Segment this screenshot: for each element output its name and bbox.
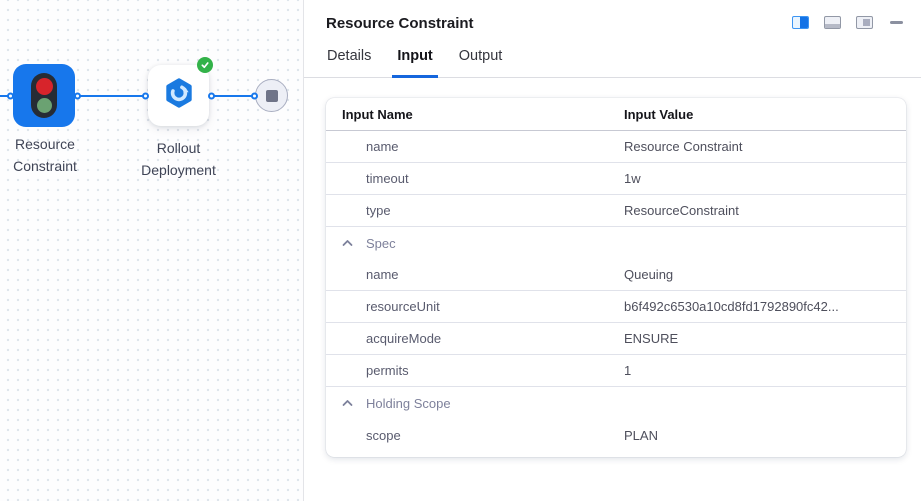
edge-incoming xyxy=(0,95,11,97)
green-lamp xyxy=(36,98,52,113)
panel-title: Resource Constraint xyxy=(326,15,474,32)
input-table-header: Input Name Input Value xyxy=(326,98,906,131)
group-label: Holding Scope xyxy=(366,395,451,411)
table-row: scope PLAN xyxy=(326,419,906,451)
table-row: type ResourceConstraint xyxy=(326,195,906,227)
table-row: acquireMode ENSURE xyxy=(326,323,906,355)
workflow-canvas[interactable]: Resource Constraint Rollout Deployment xyxy=(0,0,303,501)
table-row: name Resource Constraint xyxy=(326,131,906,163)
row-label: type xyxy=(366,203,391,218)
output-port xyxy=(208,92,215,99)
row-value: PLAN xyxy=(624,427,658,443)
node-label-rollout-deployment: Rollout Deployment xyxy=(141,140,216,178)
tab-input[interactable]: Input xyxy=(392,48,438,78)
panel-window-controls xyxy=(792,16,905,29)
output-port xyxy=(74,92,81,99)
input-port xyxy=(142,92,149,99)
node-end[interactable] xyxy=(251,79,288,112)
table-row: name Queuing xyxy=(326,259,906,291)
node-label-resource-constraint: Resource Constraint xyxy=(13,136,77,174)
table-row: timeout 1w xyxy=(326,163,906,195)
column-header-input-value: Input Value xyxy=(624,106,694,122)
input-port xyxy=(251,92,258,99)
row-label: scope xyxy=(366,427,401,443)
row-label: resourceUnit xyxy=(366,299,440,314)
table-row: resourceUnit b6f492c6530a10cd8fd1792890fc… xyxy=(326,291,906,323)
row-value: 1 xyxy=(624,363,632,378)
row-value: ENSURE xyxy=(624,331,679,346)
row-value: Queuing xyxy=(624,267,674,282)
group-label: Spec xyxy=(366,235,396,251)
tab-details[interactable]: Details xyxy=(327,48,372,64)
edge-rc-to-rollout xyxy=(76,95,148,97)
chevron-up-icon[interactable] xyxy=(342,239,353,247)
input-table-card: Input Name Input Value name Resource Cons… xyxy=(326,98,906,457)
chevron-up-icon[interactable] xyxy=(342,399,353,407)
group-row[interactable]: Holding Scope xyxy=(326,387,906,419)
dock-floating-icon[interactable] xyxy=(856,16,873,29)
column-header-input-name: Input Name xyxy=(342,106,413,122)
rollout-icon xyxy=(163,77,195,114)
row-label: acquireMode xyxy=(366,331,442,346)
stop-icon xyxy=(265,89,278,102)
input-port xyxy=(7,92,14,99)
row-label: name xyxy=(366,267,399,282)
table-row: permits 1 xyxy=(326,355,906,387)
dock-bottom-icon[interactable] xyxy=(824,16,841,29)
row-value: Resource Constraint xyxy=(624,139,743,154)
split-view-icon[interactable] xyxy=(792,16,809,29)
node-resource-constraint[interactable] xyxy=(7,64,81,127)
edge-rollout-to-end xyxy=(210,95,257,97)
tabs: Details Input Output xyxy=(304,48,921,78)
row-label: timeout xyxy=(366,171,409,186)
success-check-icon xyxy=(197,57,213,73)
input-table-body: name Resource Constraint timeout 1w type Reso… xyxy=(326,131,906,451)
row-label: permits xyxy=(366,363,409,378)
details-panel: Resource Constraint Details Input Output I… xyxy=(303,0,921,501)
row-value: ResourceConstraint xyxy=(624,203,739,218)
minimize-icon[interactable] xyxy=(888,16,905,29)
red-lamp xyxy=(35,78,53,95)
node-rollout-deployment[interactable] xyxy=(142,57,215,126)
traffic-light-icon xyxy=(31,73,57,118)
row-label: name xyxy=(366,139,399,154)
row-value: b6f492c6530a10cd8fd1792890fc42... xyxy=(624,299,839,314)
row-value: 1w xyxy=(624,171,641,186)
group-row[interactable]: Spec xyxy=(326,227,906,259)
tab-output[interactable]: Output xyxy=(458,48,503,64)
